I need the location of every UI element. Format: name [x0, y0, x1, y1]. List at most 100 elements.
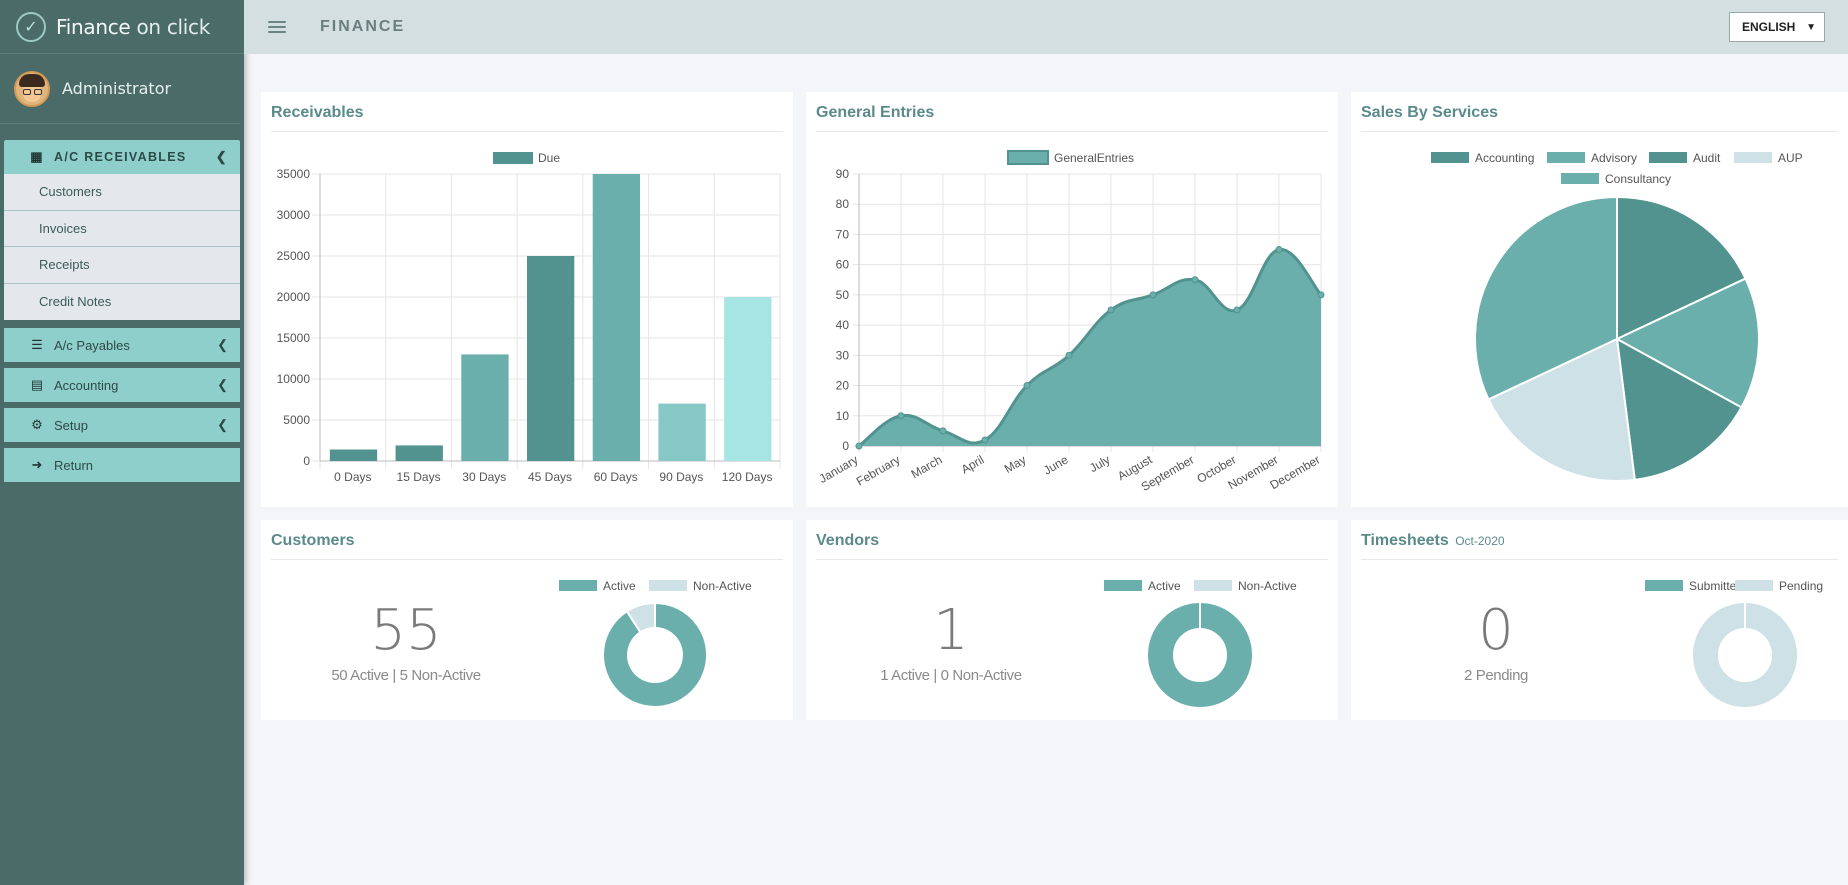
- sales-pie-chart: Accounting Advisory Audit AUP Consultancy: [1431, 151, 1803, 482]
- money-icon: ▤: [30, 377, 44, 392]
- bar: [527, 256, 575, 461]
- general-entries-panel: General Entries GeneralEntries 0 10 20 30 40 5…: [806, 92, 1338, 507]
- legend-swatch: [1735, 580, 1773, 591]
- brand-name: Finance on click: [56, 15, 210, 39]
- menu-toggle-icon[interactable]: [268, 21, 286, 33]
- submenu: Customers Invoices Receipts Credit Notes: [4, 174, 240, 320]
- pie-slice: [1487, 337, 1636, 482]
- legend-swatch: [1007, 150, 1049, 165]
- legend-label: Non-Active: [1238, 579, 1297, 593]
- y-tick-label: 50: [836, 288, 850, 302]
- language-select[interactable]: ENGLISH ▼: [1729, 12, 1825, 42]
- vendors-count: 1: [933, 598, 969, 663]
- legend-swatch: [1431, 152, 1469, 163]
- panel-title: Sales By Services: [1361, 104, 1838, 132]
- submenu-item-invoices[interactable]: Invoices: [4, 211, 240, 247]
- customers-panel: Customers 55 50 Active | 5 Non-Active Ac…: [261, 520, 793, 720]
- customers-donut-chart: Active Non-Active: [559, 579, 752, 708]
- legend-label: AUP: [1778, 151, 1803, 165]
- legend-swatch: [559, 580, 597, 591]
- donut-slice: [625, 601, 656, 634]
- y-tick-label: 30: [836, 348, 850, 362]
- x-tick-label: July: [1087, 452, 1112, 475]
- sales-panel: Sales By Services Accounting Advisory Audi…: [1351, 92, 1848, 507]
- sidebar-menu: ▦ A/C RECEIVABLES ❮ Customers Invoices R…: [0, 140, 244, 482]
- y-tick-label: 80: [836, 197, 850, 211]
- legend-label: Advisory: [1591, 151, 1637, 165]
- data-point: [1149, 291, 1157, 299]
- customers-summary: 50 Active | 5 Non-Active: [331, 667, 481, 684]
- sidebar-item-ac-payables[interactable]: ☰ A/c Payables ❮: [4, 328, 240, 362]
- pie-slice: [1615, 337, 1743, 481]
- y-tick-label: 10000: [277, 372, 311, 386]
- area-fill: [859, 249, 1321, 446]
- sidebar-item-label: Accounting: [54, 377, 119, 393]
- legend-swatch: [649, 580, 687, 591]
- x-tick-label: 60 Days: [594, 470, 638, 484]
- legend-label: Accounting: [1475, 151, 1534, 165]
- brand-name-light: on click: [130, 14, 211, 39]
- data-point: [1317, 291, 1325, 299]
- chevron-down-icon: ▼: [1806, 21, 1816, 33]
- data-point: [939, 427, 947, 435]
- data-point: [1233, 306, 1241, 314]
- vendors-panel: Vendors 1 1 Active | 0 Non-Active Active…: [806, 520, 1338, 720]
- pie-slice: [1474, 195, 1618, 401]
- x-tick-label: February: [854, 452, 903, 488]
- sign-out-icon: ➜: [31, 457, 43, 472]
- timesheets-period: Oct-2020: [1455, 534, 1505, 548]
- sidebar-item-label: A/c Payables: [54, 337, 130, 353]
- document-icon: ▦: [30, 149, 44, 164]
- submenu-item-receipts[interactable]: Receipts: [4, 247, 240, 284]
- receivables-panel: Receivables Due 0 5000 10000 15000 20000 25000…: [261, 92, 793, 507]
- y-tick-label: 90: [836, 167, 850, 181]
- panel-title: Customers: [271, 532, 783, 560]
- y-tick-label: 20000: [277, 290, 311, 304]
- y-tick-label: 20: [836, 379, 850, 393]
- data-point: [855, 442, 863, 450]
- chevron-left-icon: ❮: [217, 377, 228, 392]
- sidebar-item-label: Return: [54, 457, 94, 473]
- y-tick-label: 0: [842, 439, 849, 453]
- legend-label: Consultancy: [1605, 172, 1671, 186]
- legend-swatch: [493, 152, 533, 164]
- bar: [329, 449, 378, 461]
- topbar: FINANCE ENGLISH ▼: [244, 0, 1848, 54]
- pie-slice: [1616, 195, 1747, 341]
- language-value: ENGLISH: [1742, 20, 1796, 34]
- legend-label: Active: [1148, 579, 1181, 593]
- sidebar-item-setup[interactable]: ⚙ Setup ❮: [4, 408, 240, 442]
- vendors-summary: 1 Active | 0 Non-Active: [880, 667, 1022, 684]
- gear-icon: ⚙: [31, 417, 43, 432]
- sidebar-item-return[interactable]: ➜ Return: [4, 448, 240, 482]
- bar: [658, 403, 706, 461]
- data-point: [1065, 351, 1073, 359]
- sidebar-group-ac-receivables[interactable]: ▦ A/C RECEIVABLES ❮: [4, 140, 240, 174]
- panel-title: General Entries: [816, 104, 1328, 132]
- general-entries-chart: GeneralEntries 0 10 20 30 40 50 60 70 80 90 January…: [817, 150, 1325, 494]
- legend-label: Audit: [1693, 151, 1721, 165]
- legend-label: Due: [538, 151, 560, 165]
- vendors-donut-chart: Active Non-Active: [1104, 579, 1297, 707]
- brand-name-bold: Finance: [56, 14, 131, 39]
- legend-swatch: [1645, 580, 1683, 591]
- data-point: [1191, 276, 1199, 284]
- x-tick-label: June: [1041, 452, 1071, 477]
- brand[interactable]: ✓ Finance on click: [0, 0, 244, 54]
- y-tick-label: 60: [836, 258, 850, 272]
- bar: [461, 354, 509, 461]
- x-tick-label: 120 Days: [722, 470, 773, 484]
- submenu-item-credit-notes[interactable]: Credit Notes: [39, 294, 112, 310]
- user-panel[interactable]: Administrator: [0, 54, 240, 124]
- timesheets-count: 0: [1478, 598, 1514, 663]
- chevron-left-icon: ❮: [217, 337, 228, 352]
- x-tick-label: 0 Days: [334, 470, 371, 484]
- x-tick-label: 15 Days: [397, 470, 441, 484]
- sidebar-item-label: Setup: [54, 417, 88, 433]
- y-tick-label: 40: [836, 318, 850, 332]
- timesheets-summary: 2 Pending: [1464, 667, 1528, 684]
- submenu-item-customers[interactable]: Customers: [4, 174, 240, 211]
- chevron-left-icon: ❮: [215, 149, 228, 164]
- x-tick-label: May: [1002, 452, 1029, 475]
- sidebar-item-accounting[interactable]: ▤ Accounting ❮: [4, 368, 240, 402]
